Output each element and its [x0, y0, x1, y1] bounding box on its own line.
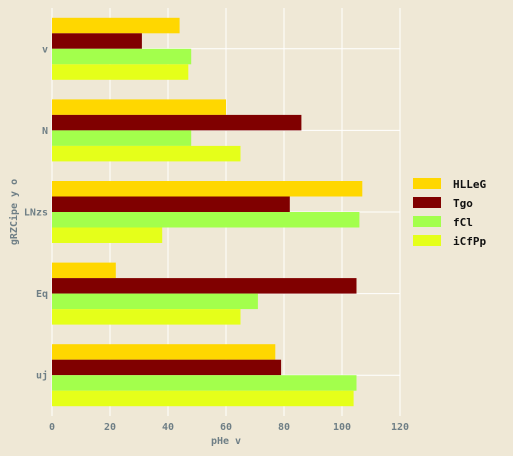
- legend: HLLeG Tgo fCl iCfPp: [413, 178, 486, 248]
- x-axis-title: pHe v: [211, 436, 241, 447]
- bar-Tgo-v: [52, 33, 142, 49]
- y-tick-label: LNzs: [24, 208, 48, 219]
- legend-swatch-Tgo: [413, 197, 441, 208]
- bar-Tgo-LNzs: [52, 196, 290, 212]
- bar-Tgo-uj: [52, 359, 282, 376]
- bar-HLLeG-v: [52, 17, 180, 34]
- bar-fCl-N: [52, 130, 192, 146]
- legend-label-fCl: fCl: [453, 216, 473, 229]
- legend-label-iCfPp: iCfPp: [453, 235, 486, 248]
- bar-HLLeG-uj: [52, 344, 276, 360]
- bar-Tgo-Eq: [52, 278, 357, 294]
- bars: [52, 17, 363, 407]
- bar-fCl-Eq: [52, 293, 258, 310]
- x-tick-label: 0: [49, 422, 55, 433]
- legend-label-Tgo: Tgo: [453, 197, 473, 210]
- x-tick-labels: 0 20 40 60 80 100 120: [49, 422, 409, 433]
- y-tick-label: uj: [36, 370, 48, 382]
- x-tick-label: 100: [333, 422, 351, 433]
- legend-swatch-HLLeG: [413, 178, 441, 189]
- y-tick-label: v: [42, 44, 48, 55]
- x-tick-label: 40: [162, 422, 174, 433]
- legend-swatch-fCl: [413, 216, 441, 227]
- bar-Tgo-N: [52, 114, 302, 131]
- legend-label-HLLeG: HLLeG: [453, 178, 486, 191]
- bar-iCfPp-v: [52, 64, 189, 80]
- bar-iCfPp-Eq: [52, 309, 241, 325]
- x-tick-label: 80: [278, 422, 290, 433]
- y-tick-label: Eq: [36, 289, 48, 300]
- bar-fCl-LNzs: [52, 212, 360, 228]
- bar-iCfPp-LNzs: [52, 227, 163, 243]
- bar-HLLeG-N: [52, 99, 226, 115]
- bar-fCl-uj: [52, 375, 357, 391]
- x-tick-label: 60: [220, 422, 232, 433]
- y-axis-title: gRZCipe y o: [8, 179, 20, 245]
- legend-swatch-iCfPp: [413, 235, 441, 246]
- x-tick-label: 20: [104, 422, 116, 433]
- bar-HLLeG-LNzs: [52, 181, 363, 197]
- bar-iCfPp-uj: [52, 390, 354, 407]
- bar-iCfPp-N: [52, 145, 241, 162]
- y-tick-label: N: [42, 126, 48, 137]
- bar-fCl-v: [52, 48, 192, 65]
- bar-HLLeG-Eq: [52, 262, 116, 279]
- x-tick-label: 120: [391, 422, 409, 433]
- y-tick-labels: v N LNzs Eq uj: [24, 44, 48, 381]
